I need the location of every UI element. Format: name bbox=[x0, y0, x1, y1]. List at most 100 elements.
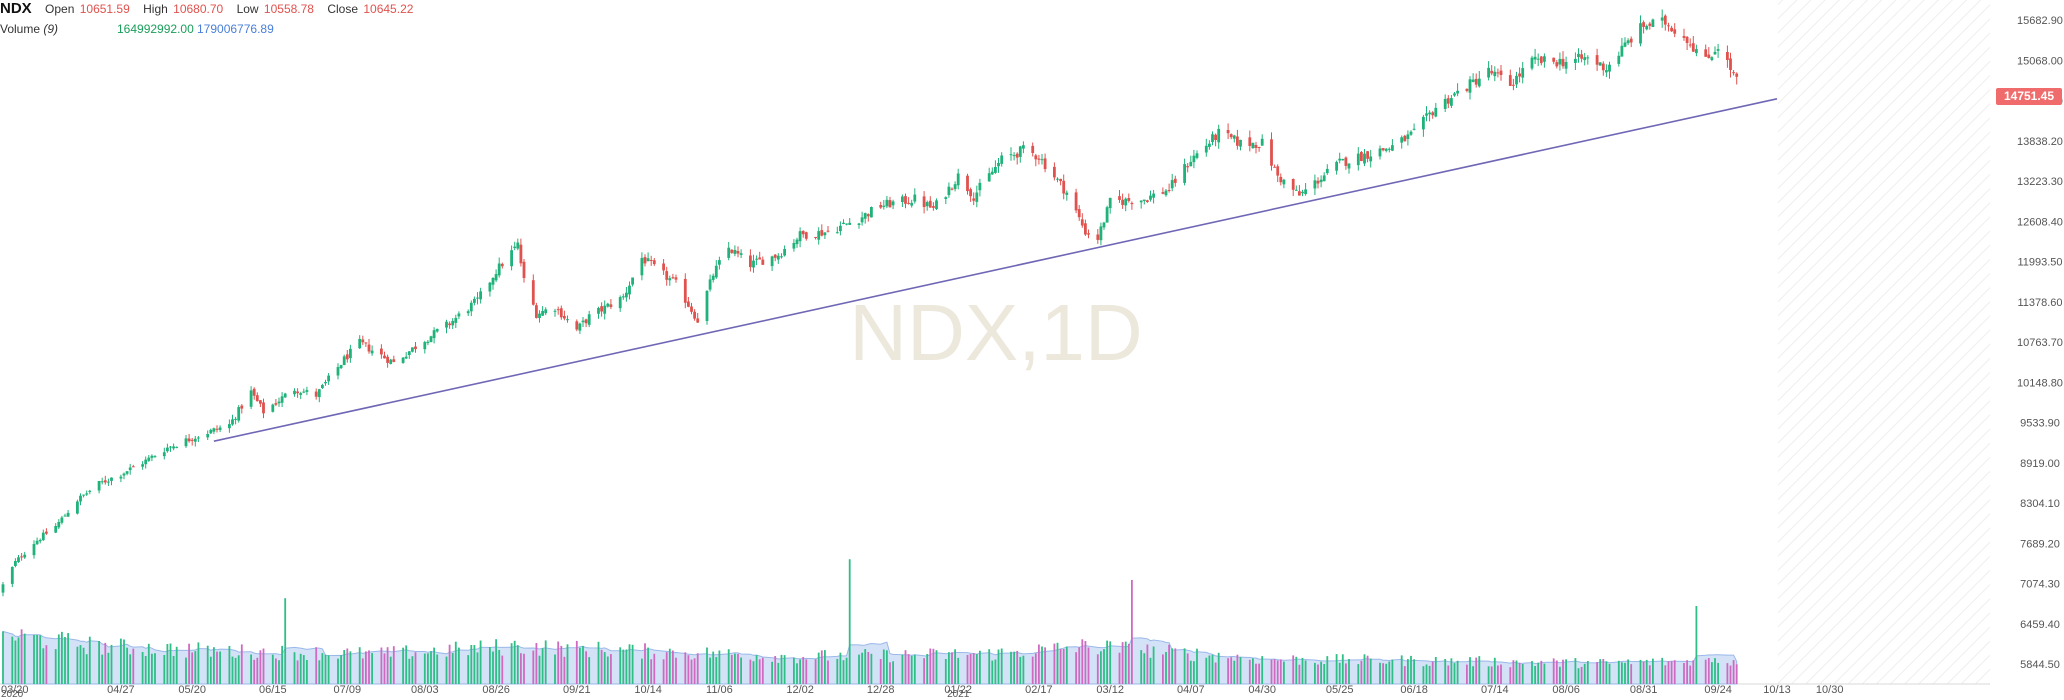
candle bbox=[327, 373, 330, 385]
candle bbox=[1620, 37, 1624, 57]
candle bbox=[231, 414, 234, 426]
candle-body bbox=[888, 200, 892, 208]
volume-bar bbox=[929, 648, 932, 684]
volume-bar bbox=[1555, 660, 1558, 684]
candle-body bbox=[910, 202, 914, 206]
candle bbox=[1580, 49, 1583, 63]
support-trendline[interactable] bbox=[213, 98, 1778, 442]
candle-body bbox=[563, 316, 566, 319]
candle-body bbox=[1387, 148, 1391, 150]
candle-body bbox=[922, 196, 926, 207]
candle bbox=[1015, 152, 1019, 165]
candle bbox=[1056, 177, 1059, 183]
candle-body bbox=[845, 223, 848, 225]
candle-body bbox=[153, 456, 157, 458]
candle bbox=[1465, 88, 1469, 93]
candle-body bbox=[1729, 58, 1732, 70]
volume-bar bbox=[554, 654, 556, 684]
volume-bar bbox=[1540, 660, 1543, 684]
trendline-layer[interactable] bbox=[213, 98, 1778, 442]
candle bbox=[45, 528, 48, 535]
volume-bar bbox=[383, 653, 386, 684]
candle-body bbox=[1335, 161, 1338, 171]
volume-bar bbox=[675, 657, 677, 684]
candle-body bbox=[696, 318, 700, 323]
candle-body bbox=[901, 196, 904, 202]
volume-bar bbox=[1357, 664, 1360, 684]
candle-body bbox=[1065, 192, 1069, 195]
candle-body bbox=[1260, 138, 1264, 146]
candle-body bbox=[57, 522, 61, 528]
candle bbox=[907, 197, 910, 205]
candle bbox=[1344, 156, 1348, 170]
candle-body bbox=[631, 277, 634, 285]
volume-bar bbox=[1087, 647, 1090, 684]
price-axis[interactable]: 15682.9015068.0014453.1013838.2013223.30… bbox=[2017, 15, 2063, 671]
candle bbox=[349, 344, 352, 363]
volume-bar bbox=[771, 661, 773, 684]
candle bbox=[625, 287, 628, 302]
volume-bar bbox=[1131, 580, 1133, 684]
volume-bar bbox=[1053, 643, 1056, 684]
x-tick-label: 12/02 bbox=[786, 684, 814, 696]
volume-bar bbox=[1261, 656, 1264, 684]
volume-bar bbox=[1019, 656, 1022, 684]
candle bbox=[153, 455, 157, 458]
volume-bar bbox=[324, 654, 327, 684]
volume-bar bbox=[1732, 660, 1735, 684]
volume-bar bbox=[1574, 658, 1577, 684]
volume-bar bbox=[935, 650, 938, 684]
candle-body bbox=[798, 231, 802, 242]
candle bbox=[736, 246, 740, 258]
candle-body bbox=[122, 473, 126, 476]
x-tick-label: 10/14 bbox=[634, 684, 662, 696]
candle-body bbox=[978, 182, 982, 191]
candle-body bbox=[1360, 152, 1363, 161]
candle-body bbox=[1248, 137, 1252, 146]
volume-bar bbox=[1292, 655, 1295, 684]
volume-bar bbox=[228, 646, 231, 684]
candle bbox=[479, 287, 482, 304]
candle-body bbox=[1468, 79, 1472, 93]
candle-body bbox=[820, 230, 824, 236]
candle bbox=[835, 226, 839, 234]
volume-bar bbox=[411, 656, 414, 684]
candle bbox=[466, 309, 470, 316]
candle bbox=[1226, 123, 1230, 140]
candle bbox=[1152, 189, 1155, 204]
volume-bar bbox=[907, 654, 910, 684]
candle-body bbox=[500, 263, 504, 267]
candle bbox=[578, 322, 582, 334]
candle bbox=[386, 354, 389, 368]
candle-body bbox=[1298, 191, 1301, 196]
candle-body bbox=[1276, 166, 1280, 176]
volume-bar bbox=[1652, 658, 1654, 684]
volume-bar bbox=[1469, 657, 1471, 684]
candle bbox=[600, 302, 603, 317]
candle-body bbox=[1254, 145, 1258, 148]
candle-body bbox=[1369, 156, 1373, 162]
volume-bar bbox=[389, 656, 392, 684]
candle-body bbox=[932, 206, 935, 208]
candle bbox=[187, 434, 191, 443]
volume-bar bbox=[1121, 642, 1124, 684]
candle bbox=[730, 249, 734, 254]
volume-bar bbox=[209, 656, 212, 684]
candle bbox=[994, 160, 997, 174]
candle-body bbox=[1422, 116, 1425, 130]
candle bbox=[553, 308, 557, 317]
x-tick-label: 09/24 bbox=[1704, 684, 1732, 696]
candle bbox=[904, 193, 907, 209]
candle bbox=[1366, 151, 1369, 163]
candle-body bbox=[755, 258, 758, 260]
candle-body bbox=[1229, 134, 1233, 138]
candle-body bbox=[1056, 178, 1059, 180]
candle bbox=[249, 386, 253, 410]
volume-bar bbox=[1602, 659, 1605, 684]
candle bbox=[755, 255, 758, 266]
volume-bar bbox=[1149, 657, 1152, 684]
x-tick-label: 06/15 bbox=[259, 684, 287, 696]
candle-body bbox=[411, 347, 414, 352]
